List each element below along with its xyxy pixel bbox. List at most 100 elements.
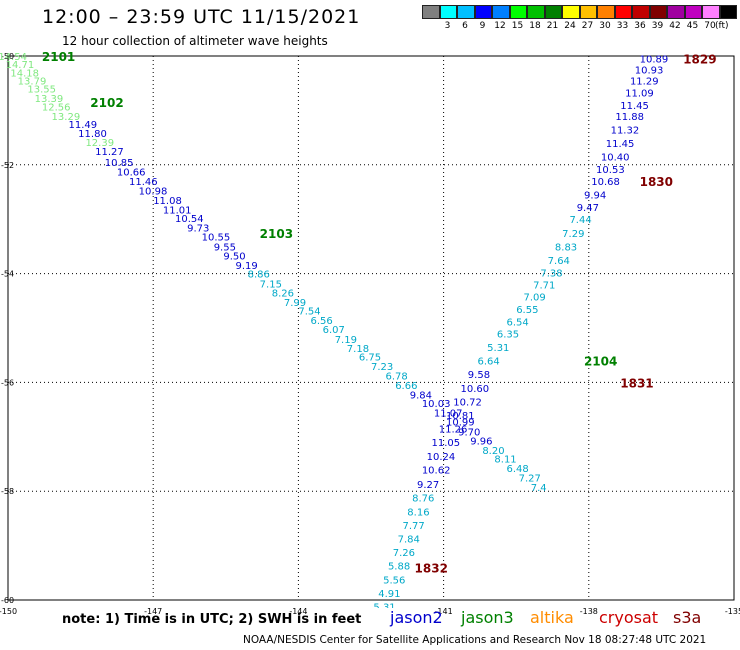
wave-height-value: 7.84 <box>398 535 420 546</box>
wave-height-value: 7.09 <box>523 292 545 303</box>
legend-swatch <box>544 5 562 19</box>
wave-height-value: 8.86 <box>248 270 270 281</box>
wave-height-value: 7.23 <box>371 362 393 373</box>
wave-height-value: 9.84 <box>410 390 432 401</box>
legend-swatch <box>702 5 720 19</box>
legend-swatch <box>439 5 457 19</box>
sat-cryosat: cryosat <box>599 608 659 627</box>
wave-height-value: 10.99 <box>446 418 475 429</box>
sat-jason3: jason3 <box>461 608 514 627</box>
legend-swatch <box>667 5 685 19</box>
legend-label: 12 <box>494 21 506 31</box>
wave-height-value: 11.45 <box>606 139 635 150</box>
plot-frame <box>7 55 735 601</box>
wave-height-value: 11.32 <box>611 125 640 136</box>
wave-height-value: 11.09 <box>625 88 654 99</box>
wave-height-value: 10.54 <box>175 214 204 225</box>
legend-label: 15 <box>511 21 524 31</box>
wave-height-value: 8.26 <box>272 289 294 300</box>
legend-swatch <box>632 5 650 19</box>
time-label: 2103 <box>260 227 293 241</box>
wave-height-value: 7.38 <box>540 269 562 280</box>
y-tick-label: -54 <box>1 270 14 279</box>
legend-unit: (ft) <box>715 21 729 31</box>
legend-swatch <box>649 5 667 19</box>
legend-label: 42 <box>669 21 681 31</box>
wave-height-value: 11.45 <box>620 101 649 112</box>
wave-height-value: 13.29 <box>52 112 81 123</box>
legend-swatch <box>719 5 737 19</box>
legend-label: 30 <box>599 21 611 31</box>
wave-height-value: 11.49 <box>69 120 98 131</box>
wave-height-value: 10.53 <box>596 165 625 176</box>
wave-height-value: 10.72 <box>453 397 482 408</box>
wave-height-value: 8.11 <box>494 455 516 466</box>
wave-height-value: 9.50 <box>223 252 245 263</box>
legend-swatch <box>579 5 597 19</box>
wave-height-value: 7.54 <box>298 307 320 318</box>
wave-height-value: 6.64 <box>477 357 499 368</box>
legend-swatch <box>527 5 545 19</box>
wave-height-value: 7.27 <box>519 474 541 485</box>
legend-label: 33 <box>616 21 629 31</box>
x-tick-label: -147 <box>144 607 162 616</box>
wave-height-value: 10.89 <box>640 55 669 66</box>
y-tick-label: -52 <box>1 161 14 170</box>
wave-height-value: 7.29 <box>562 229 584 240</box>
wave-height-value: 9.73 <box>187 223 209 234</box>
wave-height-value: 5.31 <box>487 343 509 354</box>
y-tick-label: -50 <box>1 52 14 61</box>
wave-height-value: 5.88 <box>388 562 410 573</box>
wave-height-value: 9.47 <box>577 203 599 214</box>
legend-swatch <box>597 5 615 19</box>
legend-label: 36 <box>634 21 646 31</box>
wave-height-value: 10.81 <box>446 411 475 422</box>
x-tick-label: -135 <box>725 607 740 616</box>
footer-note: note: 1) Time is in UTC; 2) SWH is in fe… <box>62 612 362 627</box>
wave-height-value: 11.05 <box>432 438 461 449</box>
footer-credit: NOAA/NESDIS Center for Satellite Applica… <box>243 634 707 646</box>
wave-height-value: 9.27 <box>417 480 439 491</box>
wave-height-value: 10.68 <box>591 177 620 188</box>
legend-label: 18 <box>529 21 541 31</box>
wave-height-value: 11.01 <box>163 205 192 216</box>
time-label: 1832 <box>415 561 448 575</box>
wave-height-value: 11.88 <box>615 112 644 123</box>
wave-height-value: 7.44 <box>569 215 591 226</box>
wave-height-value: 7.64 <box>548 256 570 267</box>
legend-label: 70 <box>704 21 716 31</box>
legend-label: 27 <box>581 21 594 31</box>
wave-height-value: 10.55 <box>202 233 231 244</box>
legend-swatch <box>562 5 580 19</box>
wave-height-value: 4.15 <box>369 616 391 627</box>
y-tick-label: -60 <box>1 596 14 605</box>
wave-height-value: 11.80 <box>78 129 107 140</box>
wave-height-value: 8.76 <box>412 494 434 505</box>
wave-height-value: 7.99 <box>284 298 306 309</box>
wave-height-value: 10.98 <box>139 186 168 197</box>
legend-label: 6 <box>462 21 468 31</box>
legend-label: 45 <box>686 21 699 31</box>
wave-height-value: 12.39 <box>85 138 114 149</box>
wave-height-value: 6.55 <box>516 305 538 316</box>
wave-height-value: 5.31 <box>373 603 395 614</box>
wave-height-value: 11.27 <box>95 147 124 158</box>
wave-height-value: 8.20 <box>482 446 504 457</box>
sat-jason2: jason2 <box>390 608 443 627</box>
wave-height-value: 11.29 <box>630 76 659 87</box>
wave-height-value: 9.94 <box>584 191 606 202</box>
x-tick-label: -138 <box>580 607 598 616</box>
wave-height-value: 10.62 <box>422 465 451 476</box>
legend-swatch <box>509 5 527 19</box>
wave-height-value: 11.46 <box>129 177 158 188</box>
x-tick-label: -141 <box>435 607 453 616</box>
wave-height-value: 10.66 <box>117 167 146 178</box>
wave-height-value: 7.26 <box>393 548 415 559</box>
wave-height-value: 9.55 <box>214 242 236 253</box>
legend-label: 24 <box>564 21 576 31</box>
wave-height-value: 10.85 <box>105 158 134 169</box>
wave-height-value: 6.54 <box>507 317 529 328</box>
wave-height-value: 10.93 <box>635 66 664 77</box>
wave-height-value: 7.4 <box>531 483 547 494</box>
